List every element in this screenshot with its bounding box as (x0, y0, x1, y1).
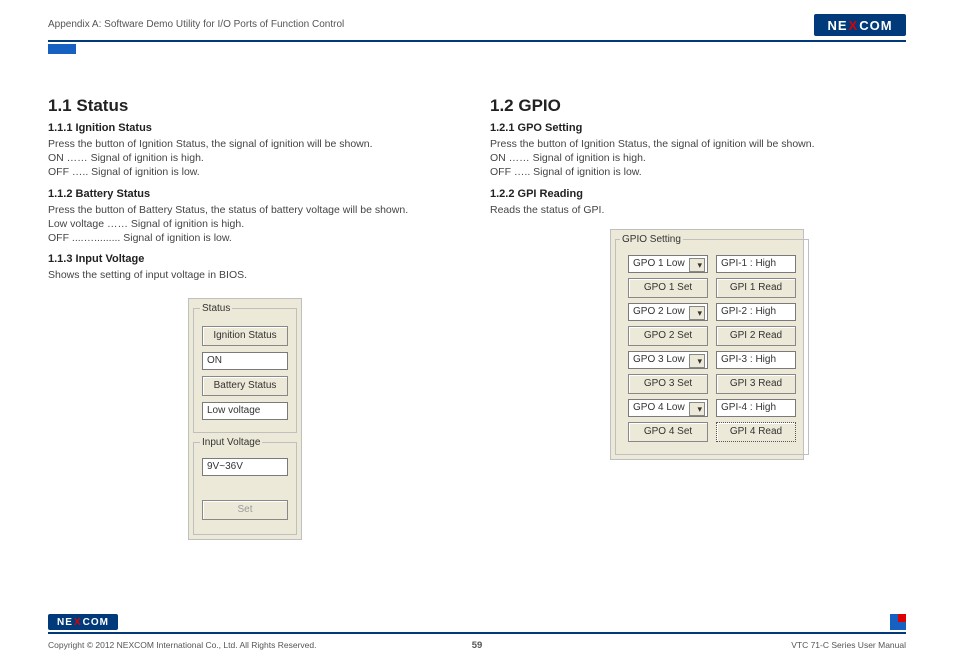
manual-name: VTC 71-C Series User Manual (791, 640, 906, 650)
gpi1-field: GPI-1 : High (716, 255, 796, 273)
gpi4-field: GPI-4 : High (716, 399, 796, 417)
ignition-status-button[interactable]: Ignition Status (202, 326, 288, 346)
blue-tab (48, 44, 76, 54)
logo-pre: NE (827, 18, 847, 33)
battery-status-button[interactable]: Battery Status (202, 376, 288, 396)
gpo1-select[interactable]: GPO 1 Low (628, 255, 708, 273)
gpio-heading: 1.2 GPIO (490, 96, 906, 116)
ignition-status-field: ON (202, 352, 288, 370)
input-voltage-legend: Input Voltage (200, 437, 262, 448)
battery-status-heading: 1.1.2 Battery Status (48, 188, 464, 200)
input-voltage-fieldset: Input Voltage 9V~36V Set (193, 437, 297, 535)
gpo2-set-button[interactable]: GPO 2 Set (628, 326, 708, 346)
nexcom-logo: NEXCOM (814, 14, 906, 36)
gpi1-read-button[interactable]: GPI 1 Read (716, 278, 796, 298)
footer-rule (48, 632, 906, 634)
footer-nexcom-logo: NEXCOM (48, 614, 118, 630)
gpo-setting-heading: 1.2.1 GPO Setting (490, 122, 906, 134)
gpo1-set-button[interactable]: GPO 1 Set (628, 278, 708, 298)
ignition-status-heading: 1.1.1 Ignition Status (48, 122, 464, 134)
gpi-reading-heading: 1.2.2 GPI Reading (490, 188, 906, 200)
page-number: 59 (472, 640, 483, 651)
battery-status-text: Press the button of Battery Status, the … (48, 203, 464, 246)
battery-status-field: Low voltage (202, 402, 288, 420)
right-column: 1.2 GPIO 1.2.1 GPO Setting Press the but… (490, 96, 906, 540)
status-legend: Status (200, 303, 232, 314)
gpio-fieldset: GPIO Setting GPO 1 Low GPI-1 : High GPO … (615, 234, 809, 455)
gpi3-read-button[interactable]: GPI 3 Read (716, 374, 796, 394)
footer-logo-x: X (74, 617, 82, 628)
gpo2-select[interactable]: GPO 2 Low (628, 303, 708, 321)
header-rule (48, 40, 906, 42)
status-heading: 1.1 Status (48, 96, 464, 116)
gpi4-read-button[interactable]: GPI 4 Read (716, 422, 796, 442)
footer-squares-icon (890, 614, 906, 630)
logo-post: COM (859, 18, 892, 33)
gpo4-select[interactable]: GPO 4 Low (628, 399, 708, 417)
logo-x: X (849, 18, 859, 33)
gpio-panel: GPIO Setting GPO 1 Low GPI-1 : High GPO … (610, 229, 804, 460)
input-voltage-field: 9V~36V (202, 458, 288, 476)
gpo3-select[interactable]: GPO 3 Low (628, 351, 708, 369)
gpi2-read-button[interactable]: GPI 2 Read (716, 326, 796, 346)
gpo3-set-button[interactable]: GPO 3 Set (628, 374, 708, 394)
status-fieldset: Status Ignition Status ON Battery Status… (193, 303, 297, 433)
ignition-status-text: Press the button of Ignition Status, the… (48, 137, 464, 180)
input-voltage-text: Shows the setting of input voltage in BI… (48, 268, 464, 282)
left-column: 1.1 Status 1.1.1 Ignition Status Press t… (48, 96, 464, 540)
gpo-setting-text: Press the button of Ignition Status, the… (490, 137, 906, 180)
gpi2-field: GPI-2 : High (716, 303, 796, 321)
set-button[interactable]: Set (202, 500, 288, 520)
status-panel: Status Ignition Status ON Battery Status… (188, 298, 302, 540)
footer-logo-pre: NE (57, 617, 73, 628)
appendix-title: Appendix A: Software Demo Utility for I/… (48, 19, 344, 30)
footer-logo-post: COM (83, 617, 109, 628)
gpio-legend: GPIO Setting (620, 234, 683, 245)
gpi-reading-text: Reads the status of GPI. (490, 203, 906, 217)
gpi3-field: GPI-3 : High (716, 351, 796, 369)
copyright-text: Copyright © 2012 NEXCOM International Co… (48, 640, 316, 650)
gpo4-set-button[interactable]: GPO 4 Set (628, 422, 708, 442)
input-voltage-heading: 1.1.3 Input Voltage (48, 253, 464, 265)
